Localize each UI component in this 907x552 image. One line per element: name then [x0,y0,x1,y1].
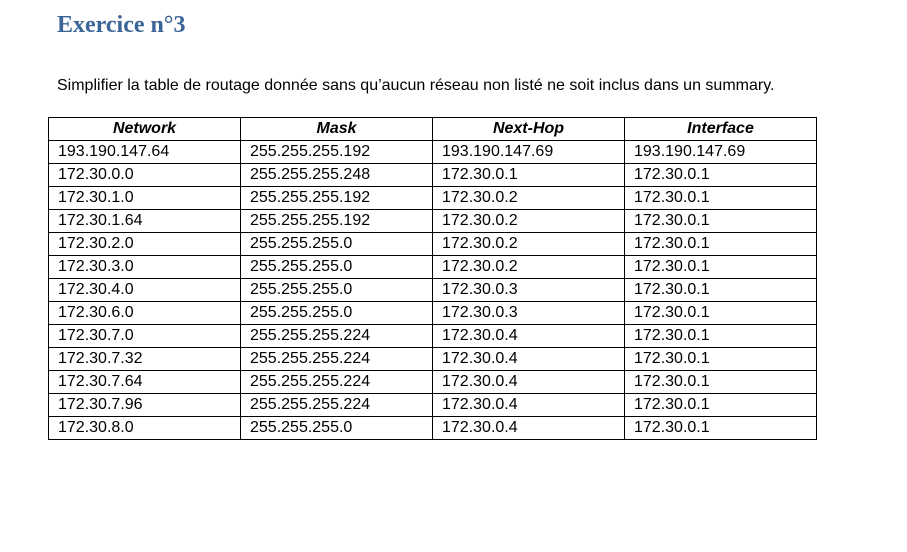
table-row: 172.30.7.0 255.255.255.224 172.30.0.4 172.3… [48,324,817,348]
table-row: 172.30.7.64 255.255.255.224 172.30.0.4 172.… [48,370,817,394]
header-interface: Interface [624,117,817,141]
next-hop-cell: 172.30.0.2 [432,255,625,279]
table-row: 172.30.1.0 255.255.255.192 172.30.0.2 172.3… [48,186,817,210]
interface-cell: 172.30.0.1 [624,278,817,302]
interface-cell: 172.30.0.1 [624,416,817,440]
mask-cell: 255.255.255.0 [240,278,433,302]
interface-cell: 172.30.0.1 [624,393,817,417]
next-hop-cell: 172.30.0.4 [432,393,625,417]
network-cell: 172.30.2.0 [48,232,241,256]
interface-cell: 172.30.0.1 [624,209,817,233]
page-title: Exercice n°3 [57,12,186,38]
network-cell: 172.30.8.0 [48,416,241,440]
routing-table: Network Mask Next-Hop Interface 193.190.… [48,117,817,440]
network-cell: 172.30.7.96 [48,393,241,417]
network-cell: 172.30.4.0 [48,278,241,302]
interface-cell: 172.30.0.1 [624,163,817,187]
table-row: 172.30.3.0 255.255.255.0 172.30.0.2 172.30.… [48,255,817,279]
mask-cell: 255.255.255.192 [240,140,433,164]
table-row: 172.30.7.96 255.255.255.224 172.30.0.4 172.… [48,393,817,417]
network-cell: 172.30.1.0 [48,186,241,210]
interface-cell: 172.30.0.1 [624,232,817,256]
mask-cell: 255.255.255.192 [240,209,433,233]
next-hop-cell: 172.30.0.4 [432,324,625,348]
header-network: Network [48,117,241,141]
table-row: 172.30.1.64 255.255.255.192 172.30.0.2 172.… [48,209,817,233]
mask-cell: 255.255.255.0 [240,232,433,256]
next-hop-cell: 172.30.0.1 [432,163,625,187]
mask-cell: 255.255.255.224 [240,370,433,394]
table-row: 172.30.8.0 255.255.255.0 172.30.0.4 172.30.… [48,416,817,440]
interface-cell: 193.190.147.69 [624,140,817,164]
routing-table-header: Network Mask Next-Hop Interface [48,117,817,141]
mask-cell: 255.255.255.192 [240,186,433,210]
table-row: 172.30.6.0 255.255.255.0 172.30.0.3 172.30.… [48,301,817,325]
next-hop-cell: 172.30.0.2 [432,209,625,233]
mask-cell: 255.255.255.224 [240,393,433,417]
network-cell: 172.30.6.0 [48,301,241,325]
routing-table-body: 193.190.147.64 255.255.255.192 193.190.147… [48,140,817,440]
interface-cell: 172.30.0.1 [624,324,817,348]
interface-cell: 172.30.0.1 [624,347,817,371]
interface-cell: 172.30.0.1 [624,301,817,325]
network-cell: 172.30.7.32 [48,347,241,371]
header-row: Network Mask Next-Hop Interface [48,117,817,141]
mask-cell: 255.255.255.224 [240,347,433,371]
network-cell: 172.30.0.0 [48,163,241,187]
table-row: 172.30.4.0 255.255.255.0 172.30.0.3 172.30.… [48,278,817,302]
table-row: 172.30.2.0 255.255.255.0 172.30.0.2 172.30.… [48,232,817,256]
interface-cell: 172.30.0.1 [624,186,817,210]
network-cell: 172.30.3.0 [48,255,241,279]
mask-cell: 255.255.255.0 [240,255,433,279]
next-hop-cell: 172.30.0.3 [432,278,625,302]
mask-cell: 255.255.255.0 [240,301,433,325]
next-hop-cell: 172.30.0.2 [432,232,625,256]
next-hop-cell: 172.30.0.2 [432,186,625,210]
mask-cell: 255.255.255.224 [240,324,433,348]
network-cell: 193.190.147.64 [48,140,241,164]
network-cell: 172.30.7.0 [48,324,241,348]
network-cell: 172.30.7.64 [48,370,241,394]
next-hop-cell: 172.30.0.3 [432,301,625,325]
interface-cell: 172.30.0.1 [624,255,817,279]
mask-cell: 255.255.255.248 [240,163,433,187]
header-mask: Mask [240,117,433,141]
table-row: 193.190.147.64 255.255.255.192 193.190.147… [48,140,817,164]
instruction-text: Simplifier la table de routage donnée sa… [57,77,775,94]
next-hop-cell: 172.30.0.4 [432,347,625,371]
header-next-hop: Next-Hop [432,117,625,141]
table-row: 172.30.0.0 255.255.255.248 172.30.0.1 172.3… [48,163,817,187]
mask-cell: 255.255.255.0 [240,416,433,440]
table-row: 172.30.7.32 255.255.255.224 172.30.0.4 172.… [48,347,817,371]
interface-cell: 172.30.0.1 [624,370,817,394]
next-hop-cell: 172.30.0.4 [432,416,625,440]
network-cell: 172.30.1.64 [48,209,241,233]
next-hop-cell: 172.30.0.4 [432,370,625,394]
next-hop-cell: 193.190.147.69 [432,140,625,164]
